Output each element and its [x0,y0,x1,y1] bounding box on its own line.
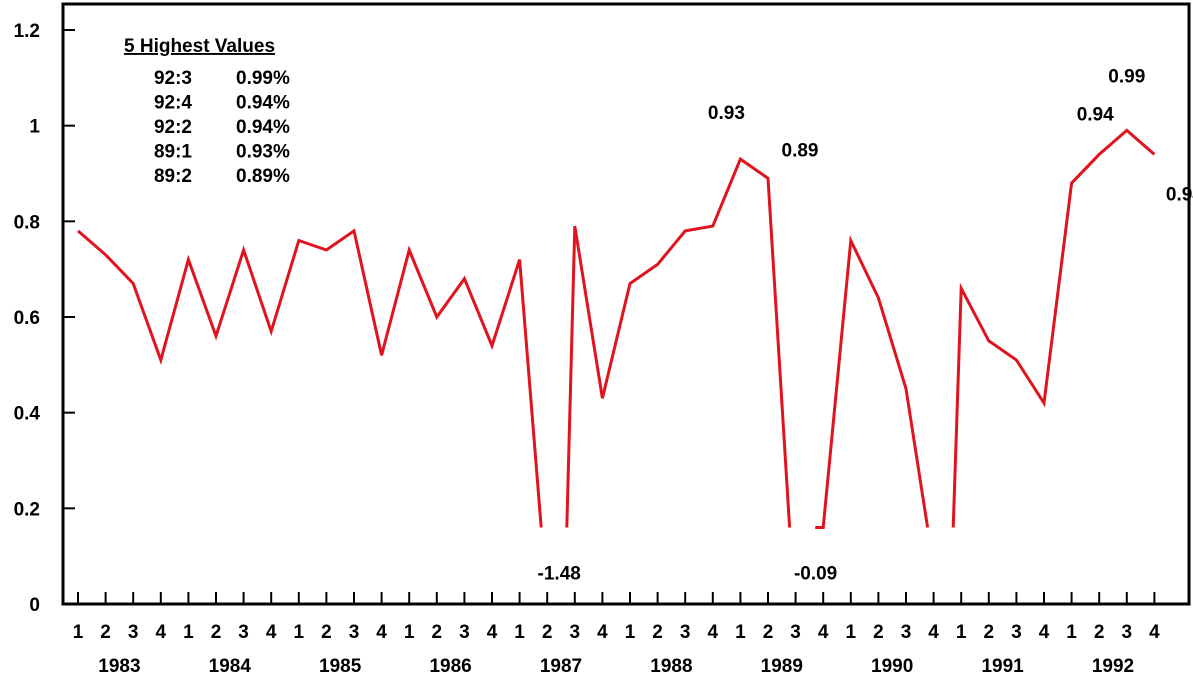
series-line-segment [77,228,543,528]
y-tick-label: 0.8 [14,212,40,233]
x-year-label: 1985 [319,656,362,677]
x-year-label: 1989 [761,656,803,677]
x-year-label: 1984 [209,656,252,677]
x-quarter-label: 1 [183,622,194,643]
series-line-segment [815,235,930,529]
legend-period: 92:4 [154,93,192,114]
x-quarter-label: 4 [597,622,608,643]
x-year-label: 1986 [429,656,471,677]
x-quarter-label: 2 [211,622,222,643]
x-year-label: 1987 [540,656,582,677]
x-quarter-label: 1 [404,622,415,643]
series-line-segment [565,156,792,528]
x-quarter-label: 2 [542,622,553,643]
x-quarter-label: 4 [156,622,167,643]
legend-value: 0.93% [236,142,290,163]
x-quarter-label: 2 [1094,622,1105,643]
legend-period: 92:3 [154,68,192,89]
x-quarter-label: 4 [928,622,939,643]
x-quarter-label: 4 [818,622,829,643]
x-quarter-label: 2 [984,622,995,643]
x-quarter-label: 1 [1066,622,1077,643]
x-quarter-label: 3 [901,622,912,643]
y-tick-label: 0 [29,595,40,616]
y-tick-label: 1 [29,117,40,138]
y-tick-label: 0.2 [14,499,40,520]
x-quarter-label: 2 [652,622,663,643]
data-label: -0.09 [794,563,837,584]
data-label: 0.94 [1166,184,1193,205]
legend-value: 0.89% [236,166,290,187]
x-quarter-label: 4 [1039,622,1050,643]
data-labels: -1.48 0.93 0.89 -0.09 0.94 0.99 0.94 [538,66,1193,584]
x-quarter-label: 1 [294,622,305,643]
x-quarter-label: 3 [238,622,249,643]
series-group [77,128,1156,529]
legend-period: 92:2 [154,117,192,138]
plot-frame [61,2,1191,606]
x-quarter-label: 4 [1149,622,1160,643]
x-quarter-label: 3 [349,622,360,643]
x-year-label: 1992 [1092,656,1134,677]
x-quarter-label: 1 [73,622,84,643]
x-quarter-label: 4 [376,622,387,643]
x-quarter-label: 3 [790,622,801,643]
x-quarter-label: 1 [956,622,967,643]
legend-period: 89:2 [154,166,192,187]
legend-period: 89:1 [154,142,192,163]
x-quarter-label: 4 [708,622,719,643]
x-quarter-label: 1 [625,622,636,643]
x-year-label: 1991 [981,656,1024,677]
y-tick-label: 0.4 [14,404,41,425]
x-quarter-label: 2 [873,622,884,643]
x-quarter-label: 3 [680,622,691,643]
legend: 5 Highest Values 92:3 0.99% 92:4 0.94% 92:2 0.… [124,36,290,187]
x-year-label: 1988 [650,656,692,677]
legend-value: 0.94% [236,117,290,138]
x-quarter-label: 4 [266,622,277,643]
x-quarter-label: 4 [487,622,498,643]
legend-value: 0.94% [236,93,290,114]
data-label: -1.48 [538,563,581,584]
data-label: 0.93 [708,103,745,124]
x-quarter-label: 2 [100,622,111,643]
x-quarter-label: 3 [459,622,470,643]
x-quarter-label: 1 [514,622,525,643]
x-quarter-label: 1 [846,622,857,643]
y-axis: 0 0.2 0.4 0.6 0.8 1 1.2 [14,21,75,616]
x-quarter-label: 3 [1011,622,1022,643]
x-quarter-label: 3 [128,622,139,643]
x-quarter-label: 2 [763,622,774,643]
data-label: 0.99 [1108,66,1145,87]
legend-value: 0.99% [236,68,290,89]
x-quarter-label: 3 [1122,622,1133,643]
x-year-label: 1983 [98,656,140,677]
y-tick-label: 1.2 [14,21,40,42]
y-tick-label: 0.6 [14,308,40,329]
x-year-label: 1990 [871,656,913,677]
x-quarter-label: 2 [432,622,443,643]
series-line-segment [951,128,1156,528]
data-label: 0.94 [1077,104,1114,125]
x-quarter-label: 1 [735,622,746,643]
x-quarter-label: 2 [321,622,332,643]
x-quarter-label: 3 [570,622,581,643]
legend-title: 5 Highest Values [124,36,275,57]
data-label: 0.89 [782,140,819,161]
